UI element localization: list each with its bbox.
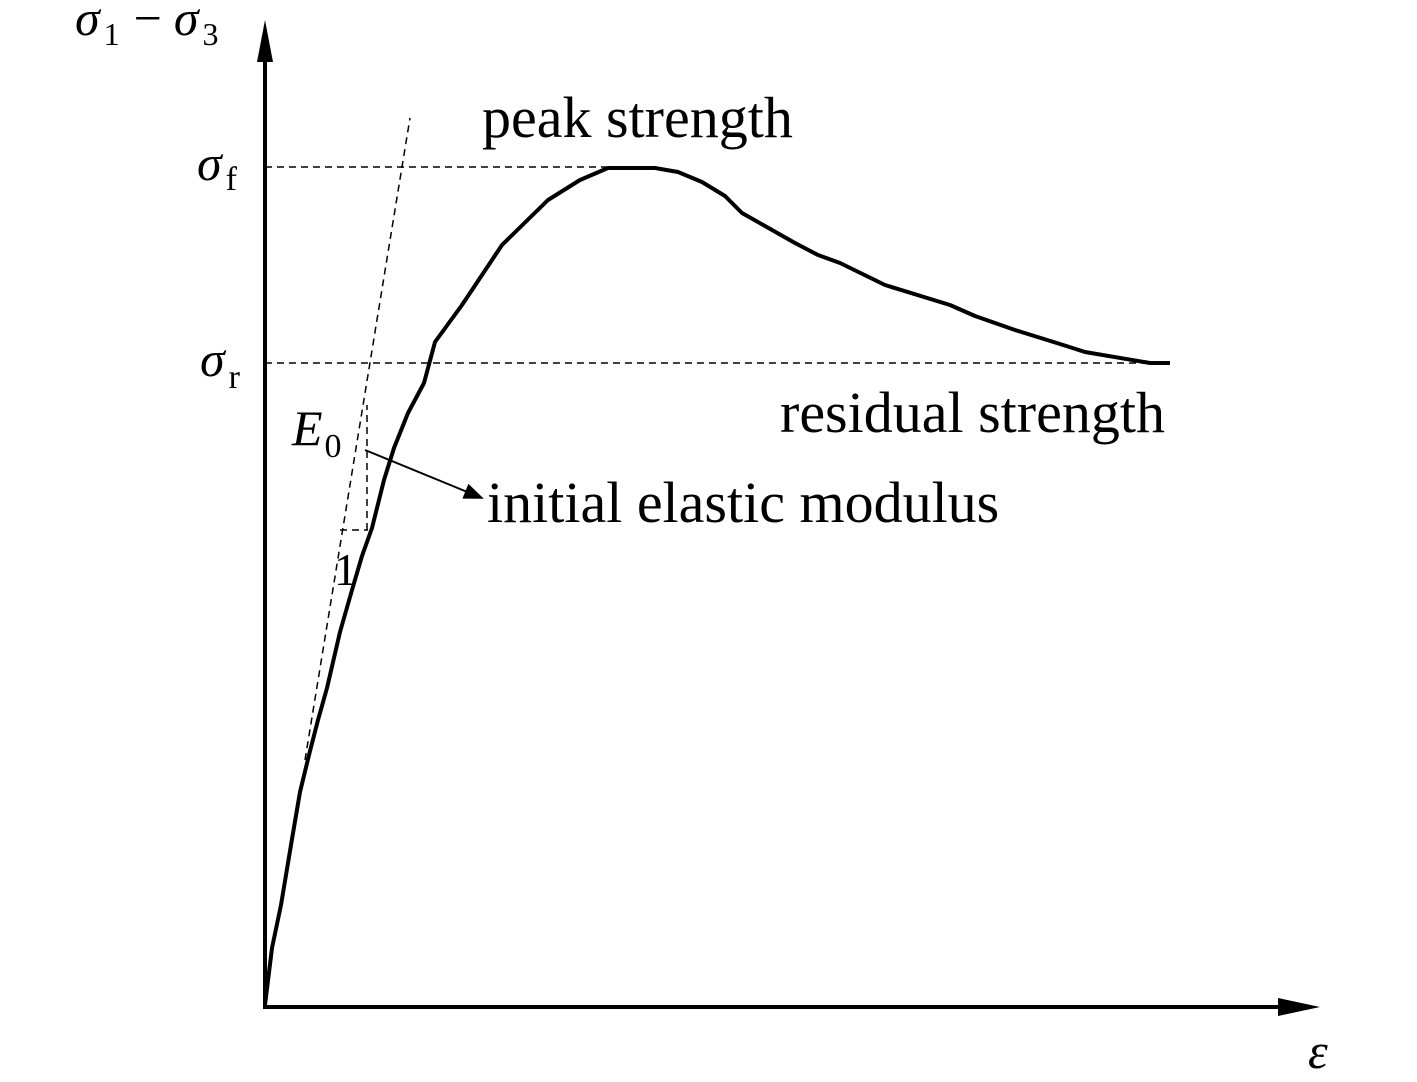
y-label-op: − (134, 0, 162, 46)
subscript: r (229, 359, 241, 396)
slope-unit: 1 (334, 544, 357, 595)
subscript: f (226, 161, 238, 198)
modulus-label: initial elastic modulus (487, 470, 999, 535)
symbol: E (291, 400, 323, 456)
residual-label: residual strength (780, 380, 1165, 445)
subscript: 0 (325, 428, 342, 465)
peak-label: peak strength (482, 85, 793, 150)
symbol: σ (197, 135, 224, 191)
modulus-symbol: E0 (291, 400, 342, 465)
x-arrow (1278, 998, 1320, 1016)
symbol: σ (200, 331, 227, 387)
stress-strain-curve (263, 166, 1170, 1006)
tangent-line (304, 117, 411, 761)
x-axis-label: ε (1308, 1023, 1328, 1079)
y-arrow (257, 20, 273, 62)
y-label-sub: 1 (104, 16, 120, 52)
annotation-arrow (364, 449, 484, 499)
y-label-sub: 3 (203, 16, 219, 52)
y-axis-label: σ 1− σ 3 (75, 0, 219, 52)
y-label-symbol: σ (174, 0, 201, 46)
y-label-symbol: σ (75, 0, 102, 46)
